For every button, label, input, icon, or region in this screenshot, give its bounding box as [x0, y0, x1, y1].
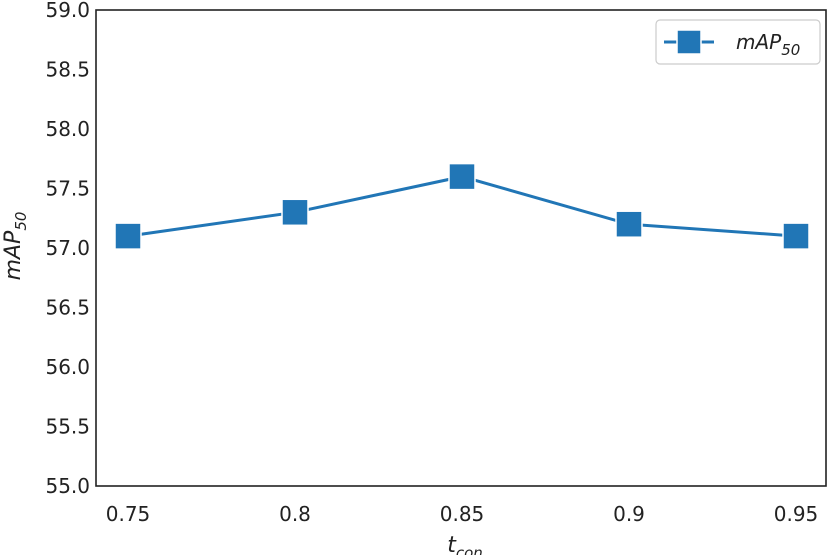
x-tick-label: 0.85	[440, 502, 485, 526]
y-tick-label: 55.0	[45, 474, 90, 498]
y-axis-ticks: 55.0 55.5 56.0 56.5 57.0 57.5 58.0 58.5 59.0	[45, 0, 90, 498]
y-axis-label-sub: 50	[12, 212, 30, 231]
legend-label-sub: 50	[781, 41, 800, 59]
y-tick-label: 56.5	[45, 296, 90, 320]
y-tick-label: 57.0	[45, 236, 90, 260]
x-tick-label: 0.95	[774, 502, 819, 526]
y-axis-label: mAP50	[1, 212, 30, 281]
plot-frame	[95, 9, 827, 487]
y-axis-label-base: mAP	[1, 230, 26, 280]
y-tick-label: 55.5	[45, 415, 90, 439]
x-tick-label: 0.9	[613, 502, 645, 526]
y-tick-label: 57.5	[45, 177, 90, 201]
x-axis-label-base: t	[447, 533, 457, 555]
x-tick-label: 0.8	[279, 502, 311, 526]
data-point-marker	[114, 222, 142, 250]
data-point-marker	[615, 210, 643, 238]
data-point-marker	[281, 198, 309, 227]
data-point-marker	[448, 162, 476, 191]
y-tick-label: 59.0	[45, 0, 90, 22]
series-layer	[114, 162, 810, 250]
y-tick-label: 58.5	[45, 58, 90, 82]
y-tick-label: 56.0	[45, 355, 90, 379]
x-axis-label: tcon	[447, 533, 483, 555]
legend: mAP50	[655, 19, 821, 65]
x-tick-label: 0.75	[106, 502, 151, 526]
legend-marker-square	[676, 29, 702, 55]
data-point-marker	[782, 222, 810, 250]
x-axis-label-sub: con	[456, 544, 483, 555]
legend-label-base: mAP	[736, 30, 782, 54]
y-tick-label: 58.0	[45, 117, 90, 141]
x-axis-ticks: 0.75 0.8 0.85 0.9 0.95	[106, 502, 819, 526]
legend-label: mAP50	[736, 30, 800, 59]
